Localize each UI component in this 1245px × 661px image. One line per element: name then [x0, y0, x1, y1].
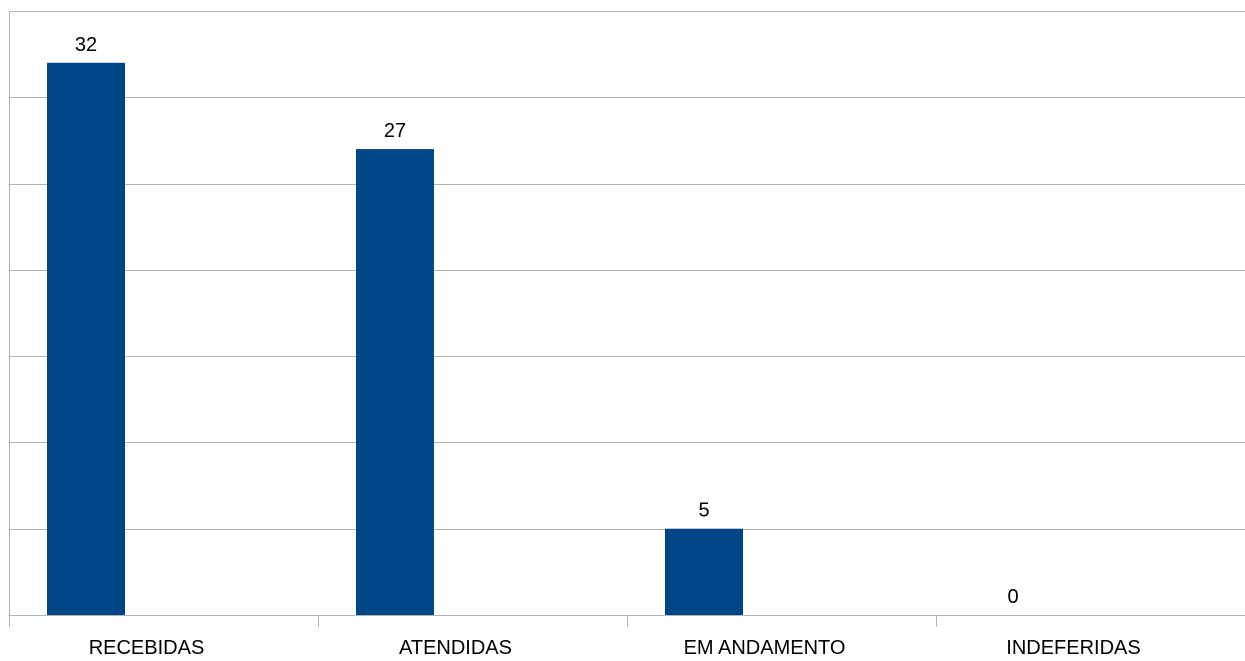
x-axis — [9, 11, 937, 627]
bars — [47, 62, 743, 616]
data-label-em-andamento: 5 — [698, 500, 709, 522]
data-labels: 32 27 5 0 — [75, 34, 1019, 608]
gridlines — [9, 11, 1245, 616]
category-label-recebidas: RECEBIDAS — [89, 637, 205, 659]
data-label-recebidas: 32 — [75, 34, 97, 56]
bar-atendidas — [356, 149, 434, 616]
category-labels: RECEBIDAS ATENDIDAS EM ANDAMENTO INDEFERIDA… — [89, 637, 1141, 659]
category-label-em-andamento: EM ANDAMENTO — [684, 637, 846, 659]
data-label-atendidas: 27 — [384, 120, 406, 142]
data-label-indeferidas: 0 — [1007, 586, 1018, 608]
bar-em-andamento — [665, 528, 743, 615]
bar-recebidas — [47, 62, 125, 616]
category-label-indeferidas: INDEFERIDAS — [1006, 637, 1140, 659]
category-label-atendidas: ATENDIDAS — [399, 637, 512, 659]
